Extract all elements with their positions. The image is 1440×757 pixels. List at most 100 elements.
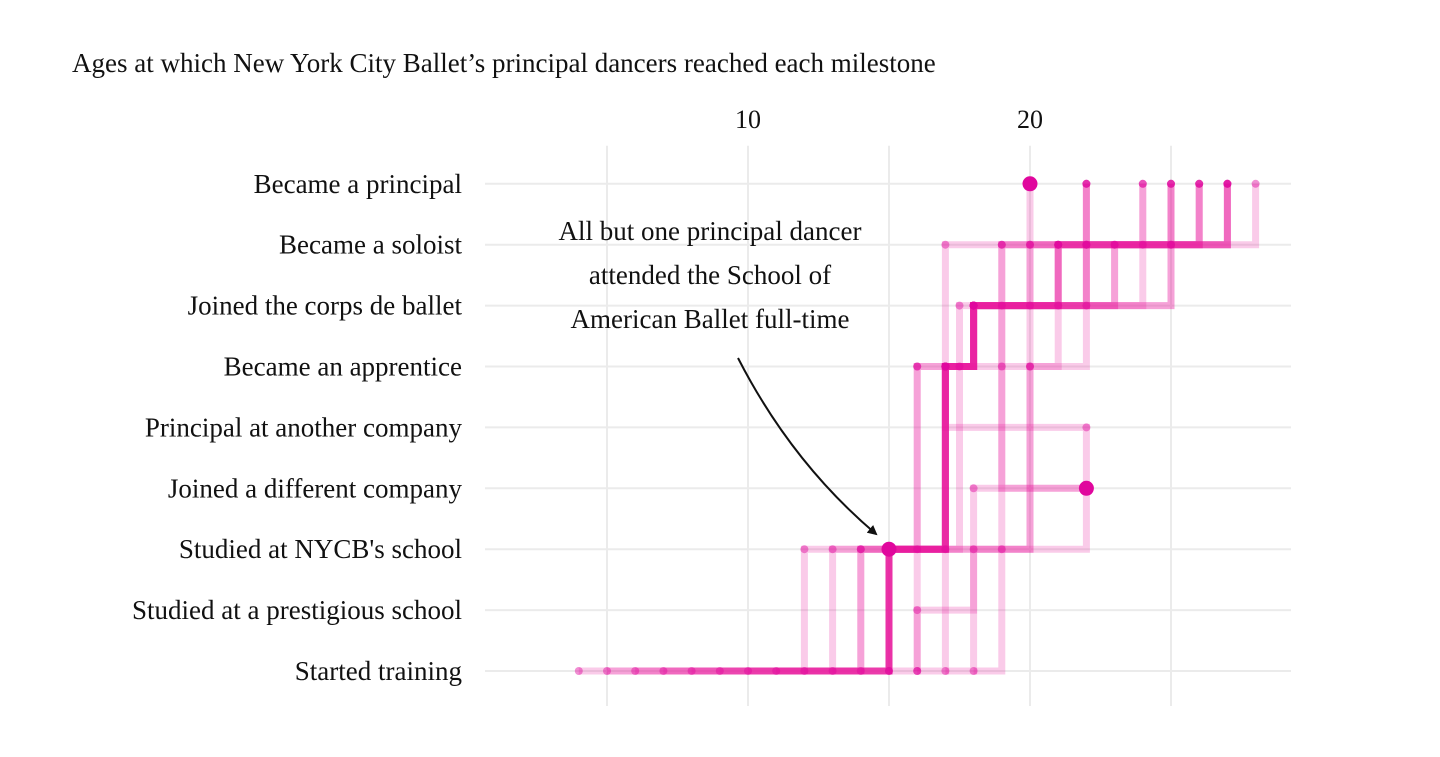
series-line-0 [578,183,1231,675]
highlight-point-0 [881,541,897,557]
series-7-point-4 [1026,240,1034,249]
category-label-4: Principal at another company [145,412,463,442]
series-5-point-0 [715,667,724,675]
series-4-point-3 [969,301,978,310]
series-11-point-3 [969,301,978,310]
series-0-point-3 [969,301,978,310]
series-14-point-1 [941,545,950,554]
series-0-point-2 [941,362,950,371]
series-9-point-5 [1167,179,1175,188]
series-line-2 [635,183,1175,675]
series-15-point-0 [941,667,950,675]
series-4-point-4 [1110,240,1119,249]
y-axis-categories: Started training Studied at a prestigious… [132,169,462,686]
series-6-point-0 [744,667,752,675]
series-line-5 [719,183,1203,675]
series-0-point-0 [574,667,583,675]
series-16-point-1 [997,545,1006,554]
series-10-point-0 [856,667,865,675]
series-6-point-4 [1026,240,1034,249]
series-6-point-2 [941,362,950,371]
dancer-series [578,183,1260,675]
category-label-2: Studied at NYCB's school [179,534,462,564]
series-5-point-5 [1195,179,1204,188]
series-15-point-3 [1026,301,1034,310]
series-13-point-0 [913,667,922,675]
series-4-point-1 [856,545,865,554]
series-1-point-4 [1082,240,1091,249]
series-14-point-4 [1110,240,1119,249]
series-16-point-4 [1167,240,1175,249]
series-line-1 [607,183,1203,675]
chart-title: Ages at which New York City Ballet’s pri… [72,48,936,78]
series-line-10 [860,183,1231,675]
highlight-point-2 [1022,176,1038,192]
category-label-5: Became an apprentice [224,352,462,382]
series-8-point-2 [941,362,950,371]
series-0-point-5 [1223,179,1232,188]
series-6-point-5 [1082,179,1091,188]
series-7-point-3 [969,301,978,310]
series-15-point-2 [997,362,1006,371]
annotation-arrow [737,357,878,536]
series-11-point-4 [997,240,1006,249]
category-label-0: Started training [295,656,462,686]
series-1-point-3 [997,301,1006,310]
x-axis-ticks: 10 20 [735,105,1043,134]
series-12-point-3 [1082,423,1091,432]
category-label-1: Studied at a prestigious school [132,595,462,625]
series-9-point-3 [969,301,978,310]
milestone-points [574,179,1260,675]
series-3-point-2 [913,362,922,371]
series-12-point-2 [969,484,978,493]
series-16-point-0 [969,667,978,675]
series-4-point-0 [687,667,696,675]
series-8-point-4 [1054,240,1063,249]
series-8-point-3 [969,301,978,310]
series-11-point-0 [885,667,893,675]
series-16-point-5 [1195,179,1204,188]
series-line-13 [913,183,1090,671]
highlight-point-1 [1078,480,1094,496]
series-3-point-3 [955,301,964,310]
series-14-point-5 [1138,179,1147,188]
series-9-point-2 [941,362,950,371]
series-2-point-1 [856,545,865,554]
series-9-point-0 [828,667,837,675]
series-1-point-5 [1195,179,1204,188]
x-tick-10: 10 [735,105,761,134]
annotation-line-1: All but one principal dancer [559,216,862,246]
series-2-point-0 [631,667,640,675]
series-7-point-5 [1138,179,1147,188]
series-line-11 [885,183,1260,671]
series-16-point-3 [1082,301,1091,310]
series-2-point-2 [941,362,950,371]
series-5-point-2 [941,362,950,371]
category-label-6: Joined the corps de ballet [188,291,463,321]
series-3-point-5 [1167,179,1175,188]
horizontal-gridlines [485,182,1291,672]
annotation-line-3: American Ballet full-time [571,304,850,334]
series-1-point-2 [913,362,922,371]
series-8-point-0 [800,667,809,675]
series-line-9 [832,183,1175,675]
series-10-point-4 [1082,240,1091,249]
series-line-15 [945,183,1090,675]
series-12-point-4 [941,240,950,249]
series-12-point-0 [885,667,893,675]
series-16-point-2 [1026,362,1034,371]
series-line-7 [776,183,1147,675]
series-line-6 [748,183,1090,675]
series-15-point-4 [1054,240,1063,249]
series-line-14 [917,183,1147,675]
series-line-4 [691,183,1231,675]
series-9-point-4 [1054,240,1063,249]
category-label-7: Became a soloist [279,230,462,260]
category-label-3: Joined a different company [168,473,463,503]
category-label-8: Became a principal [254,169,462,199]
series-8-point-5 [1082,179,1091,188]
series-13-point-1 [913,545,922,554]
series-1-point-0 [603,667,611,675]
series-3-point-0 [659,667,668,675]
vertical-gridlines [606,145,1172,706]
